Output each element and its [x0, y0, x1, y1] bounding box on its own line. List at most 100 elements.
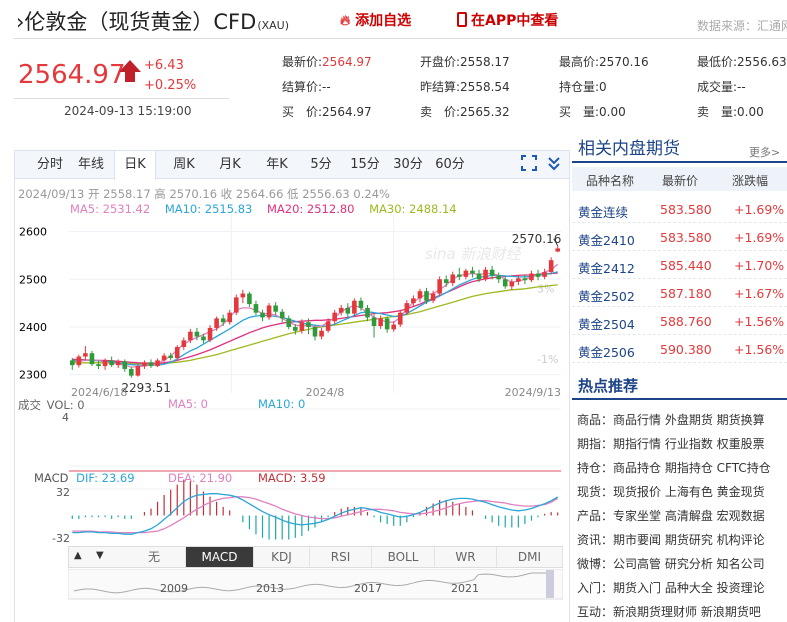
- tab-0[interactable]: 分时: [36, 157, 63, 172]
- hot-links-text[interactable]: 专家坐堂 高清解盘 宏观数据: [613, 509, 765, 523]
- futures-name[interactable]: 黄金2504: [578, 317, 635, 332]
- more-link[interactable]: 更多>: [749, 146, 781, 159]
- timeline-navigator[interactable]: 2009 2013 2017 2021: [68, 569, 563, 601]
- hot-links-text[interactable]: 公司高管 研究分析 知名公司: [613, 557, 765, 571]
- indicator-tab-2[interactable]: KDJ: [254, 547, 310, 567]
- quote-field: 持仓量:0: [559, 78, 607, 95]
- indicator-tab-0[interactable]: 无: [123, 547, 186, 567]
- futures-change: +1.67%: [734, 286, 785, 301]
- indicator-tabs: 无 MACD KDJ RSI BOLL WR DMI: [68, 546, 563, 568]
- futures-row[interactable]: 黄金2506 590.380 +1.56%: [572, 335, 787, 363]
- indicator-tab-6[interactable]: DMI: [497, 547, 563, 567]
- candle: [397, 309, 403, 327]
- futures-row[interactable]: 黄金2502 587.180 +1.67%: [572, 279, 787, 307]
- macd-value: MACD: 3.59: [258, 471, 326, 485]
- candle: [555, 245, 561, 253]
- candle: [443, 275, 449, 287]
- hot-links-text[interactable]: 新浪期货理财师 新浪期货吧: [613, 605, 761, 619]
- col-change: 涨跌幅: [732, 174, 769, 188]
- futures-name[interactable]: 黄金2506: [578, 345, 635, 360]
- futures-row[interactable]: 黄金2412 585.440 +1.70%: [572, 251, 787, 279]
- tab-7[interactable]: 15分: [350, 157, 380, 172]
- tab-2[interactable]: 日K: [114, 151, 156, 180]
- indicator-tab-4[interactable]: BOLL: [372, 547, 435, 567]
- candle: [437, 276, 442, 297]
- futures-row[interactable]: 黄金连续 583.580 +1.69%: [572, 195, 787, 223]
- candle: [188, 328, 193, 344]
- candle: [542, 268, 547, 280]
- hot-links-text[interactable]: 现货报价 上海有色 黄金现货: [613, 485, 765, 499]
- candle: [391, 321, 397, 332]
- dif-value: DIF: 23.69: [76, 471, 135, 485]
- hot-links-text[interactable]: 期指行情 行业指数 权重股票: [613, 437, 765, 451]
- arrow-up-button[interactable]: ▲: [74, 550, 82, 561]
- hot-links-text[interactable]: 商品行情 外盘期货 期货换算: [613, 413, 765, 427]
- tab-9[interactable]: 60分: [435, 157, 465, 172]
- hot-links-text[interactable]: 期市要闻 期货研究 机构评论: [613, 533, 765, 547]
- navigator-year: 2021: [451, 582, 479, 595]
- hot-row: 入门：期货入门 品种大全 投资理论: [577, 579, 765, 596]
- futures-change: +1.69%: [734, 202, 785, 217]
- hot-links-text[interactable]: 期货入门 品种大全 投资理论: [613, 581, 765, 595]
- futures-name[interactable]: 黄金2502: [578, 289, 635, 304]
- futures-price: 588.760: [660, 314, 712, 329]
- quote-value: 2556.63: [737, 55, 787, 69]
- tab-1[interactable]: 年线: [77, 157, 104, 172]
- candle: [148, 359, 154, 369]
- last-price: 2564.97: [18, 60, 126, 90]
- hot-category: 现货：: [577, 485, 614, 499]
- futures-name[interactable]: 黄金2410: [578, 233, 635, 248]
- candle: [378, 315, 383, 329]
- hot-category: 产品：: [577, 509, 614, 523]
- candle: [168, 352, 173, 361]
- indicator-tab-5[interactable]: WR: [435, 547, 497, 567]
- change-value: +6.43: [144, 58, 184, 73]
- candle: [535, 269, 541, 281]
- candle-info: 2024/09/13 开 2558.17 高 2570.16 收 2564.66…: [18, 187, 390, 201]
- futures-name[interactable]: 黄金连续: [578, 205, 629, 220]
- tab-3[interactable]: 周K: [173, 157, 195, 172]
- candle: [122, 359, 128, 372]
- candle: [483, 266, 488, 282]
- futures-name[interactable]: 黄金2412: [578, 261, 635, 276]
- open-in-app-button[interactable]: 在APP中查看: [457, 10, 558, 30]
- candle: [411, 295, 416, 306]
- tab-8[interactable]: 30分: [393, 157, 423, 172]
- futures-change: +1.56%: [734, 314, 785, 329]
- open-in-app-label: 在APP中查看: [471, 13, 559, 29]
- futures-row[interactable]: 黄金2410 583.580 +1.69%: [572, 223, 787, 251]
- quote-field: 卖 量:0.00: [697, 103, 764, 120]
- arrow-down-button[interactable]: ▼: [96, 550, 104, 561]
- candle: [338, 305, 344, 316]
- quote-field: 结算价:--: [282, 78, 331, 95]
- sina-watermark: sina 新浪财经: [425, 245, 522, 263]
- candle: [319, 327, 324, 340]
- volume-ma5: MA5: 0: [168, 397, 208, 411]
- candle: [273, 302, 278, 316]
- navigator-year: 2009: [160, 582, 188, 595]
- data-source: 数据来源：汇通网: [697, 19, 787, 33]
- tab-6[interactable]: 5分: [310, 157, 332, 172]
- candle: [489, 265, 495, 280]
- quote-field: 买 价:2564.97: [282, 103, 372, 120]
- ma10-value: MA10: 2515.83: [164, 202, 253, 216]
- add-favorite-button[interactable]: 🔥︎ 添加自选: [340, 10, 411, 30]
- tab-4[interactable]: 月K: [219, 157, 241, 172]
- hot-category: 资讯：: [577, 533, 614, 547]
- indicator-tab-1[interactable]: MACD: [186, 547, 254, 567]
- hot-links-text[interactable]: 商品持仓 期指持仓 CFTC持仓: [613, 461, 771, 475]
- indicator-tab-3[interactable]: RSI: [310, 547, 372, 567]
- tab-5[interactable]: 年K: [266, 157, 288, 172]
- navigator-handle[interactable]: [546, 570, 554, 598]
- ma30-value: MA30: 2488.14: [369, 202, 457, 216]
- quote-label: 买 量:: [559, 105, 600, 119]
- hot-row: 现货：现货报价 上海有色 黄金现货: [577, 483, 765, 500]
- dif-line: [72, 493, 559, 535]
- candle: [161, 353, 167, 363]
- fullscreen-icon[interactable]: [521, 155, 537, 171]
- quote-field: 最新价:2564.97: [282, 53, 372, 70]
- futures-row[interactable]: 黄金2504 588.760 +1.56%: [572, 307, 787, 335]
- candle: [260, 309, 265, 322]
- expand-icon[interactable]: [547, 155, 561, 171]
